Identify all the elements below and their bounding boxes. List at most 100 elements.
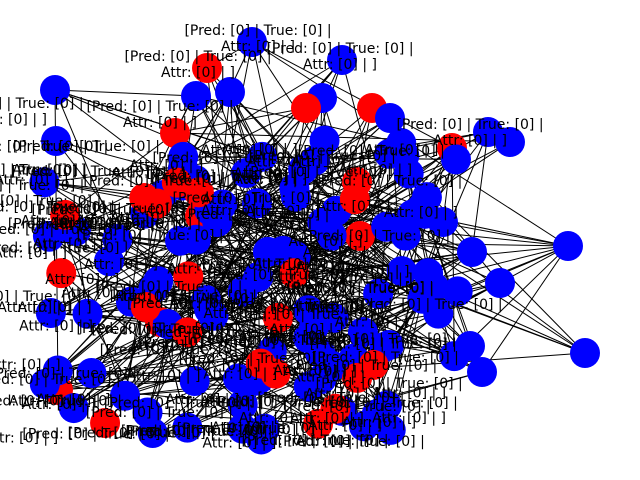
- node-label: Attr: [0] | ]: [303, 245, 377, 261]
- graph-edge: [251, 41, 453, 149]
- node-label: Attr: [0] | ]: [202, 192, 276, 208]
- blue-node: [72, 298, 103, 329]
- graph-edge: [331, 147, 453, 237]
- node-label: Attr: [0] | ]: [233, 172, 307, 188]
- node-label: Attr: [0] | ]: [170, 296, 244, 312]
- node-label: [Pred: [0] | True: [0] |: [149, 169, 296, 185]
- graph-edge: [424, 213, 471, 347]
- node-label: [Pred: [0] | True: [0] |: [146, 325, 293, 341]
- blue-node: [227, 389, 258, 420]
- node-label: Attr: [0] | ]: [291, 370, 365, 386]
- node-label: Attr: [0] | ]: [33, 237, 107, 253]
- node-label: Attr: [0] | ]: [241, 423, 315, 439]
- red-node: [345, 221, 375, 251]
- node-label: Attr: [0] | ]: [0, 431, 58, 447]
- node-label: [Pred: [0] | True: [0] |: [83, 173, 230, 189]
- node-label: Attr: [0] | ]: [49, 216, 123, 232]
- blue-node: [413, 258, 444, 289]
- node-label: [Pred: [0] | True: [0] |: [278, 434, 425, 450]
- node-label: [Pred: [0] | True: [0] |: [187, 331, 334, 347]
- graph-edge: [229, 91, 244, 292]
- node-label: [Pred: [0] | True: [0] |: [125, 424, 272, 440]
- blue-node: [457, 237, 487, 267]
- node-label: [Pred: [0] | True: [0] |: [0, 289, 91, 305]
- blue-node: [40, 75, 70, 105]
- node-label: [Pred: [0] | True: [0] |: [396, 117, 543, 133]
- node-label: [Pred: [0] | True: [0] |: [0, 222, 127, 238]
- node-label: [Pred: [0] | True: [0] |: [0, 178, 84, 194]
- node-label: [Pred: [0] | True: [0] |: [77, 228, 224, 244]
- blue-node: [252, 236, 283, 267]
- graph-edge: [47, 235, 132, 303]
- node-label: Attr: [0] | ]: [270, 322, 344, 338]
- node-label: Attr: [0] | ]: [200, 394, 274, 410]
- node-label: Attr: [0] | ]: [199, 291, 273, 307]
- node-label: Attr: [0] | ]: [129, 158, 203, 174]
- node-label: Attr: [0] | ]: [203, 306, 277, 322]
- node-label: Attr: [0] | ]: [267, 329, 341, 345]
- graph-edge: [451, 147, 455, 357]
- node-label: Attr: [0] | ]: [203, 367, 277, 383]
- node-label: Attr: [0] | ]: [364, 142, 438, 158]
- node-label: Attr: [0] | ]: [310, 300, 384, 316]
- blue-node: [467, 357, 497, 387]
- node-label: [Pred: [0] | True: [0] |: [212, 394, 359, 410]
- node-label: [Pred: [0] | True: [0] |: [355, 297, 502, 313]
- red-node: [183, 177, 214, 208]
- blue-node: [215, 77, 245, 107]
- blue-node: [243, 262, 274, 293]
- node-label: Attr: [0] | ]: [308, 418, 382, 434]
- node-label: Attr: [0] | ]: [305, 387, 379, 403]
- node-label: Attr: [0] | ]: [224, 142, 298, 158]
- node-label: [Pred: [0] | True: [0] |: [0, 200, 115, 216]
- red-node: [46, 258, 77, 289]
- red-node: [291, 93, 321, 123]
- blue-node: [34, 221, 65, 252]
- node-label: Attr: [0] | ]: [372, 385, 446, 401]
- node-label: Attr: [0] | ]: [342, 415, 416, 431]
- node-label: Attr: [0] | ]: [339, 271, 413, 287]
- node-label: [Pred: [0] | True: [0] |: [230, 307, 377, 323]
- node-label: Attr: [0] | ]: [433, 133, 507, 149]
- node-label: Attr: [0] | ]: [201, 203, 275, 219]
- node-label: Attr: [0] | ]: [127, 368, 201, 384]
- graph-edge: [55, 140, 239, 379]
- node-label: [Pred: [0] | True: [0] |: [0, 372, 121, 388]
- red-node: [339, 184, 370, 215]
- node-label: [Pred: [0] | True: [0] |: [298, 143, 445, 159]
- node-label: [Pred: [0] | True: [0] |: [127, 296, 274, 312]
- node-label: [Pred: [0] | True: [0] |: [0, 240, 129, 256]
- blue-node: [249, 413, 280, 444]
- node-label: [Pred: [0] | True: [0] |: [121, 424, 268, 440]
- node-label: [Pred: [0] | True: [0] |: [312, 350, 459, 366]
- node-label: [Pred: [0] | True: [0] |: [0, 193, 101, 209]
- node-label: [Pred: [0] | True: [0] |: [257, 391, 404, 407]
- node-label: [Pred: [0] | True: [0] |: [0, 163, 87, 179]
- red-node: [172, 317, 203, 348]
- graph-edge: [206, 67, 423, 300]
- node-label: [Pred: [0] | True: [0] |: [249, 149, 396, 165]
- blue-node: [375, 103, 405, 133]
- node-label: Attr: [0] | ]: [303, 57, 377, 73]
- red-node: [279, 258, 310, 289]
- labels-layer: [Pred: [0] | True: [0] |Attr: [0] | ][Pr…: [0, 23, 544, 451]
- blue-node: [570, 338, 600, 368]
- node-label: Attr: [0] | ]: [21, 214, 95, 230]
- red-node: [160, 118, 190, 148]
- red-node: [342, 362, 373, 393]
- node-label: Attr: [0] | ]: [202, 435, 276, 451]
- graph-edge: [144, 213, 279, 319]
- blue-node: [327, 45, 357, 75]
- graph-edge: [147, 97, 323, 413]
- node-label: Attr: [0] | ]: [18, 300, 92, 316]
- red-node: [50, 199, 81, 230]
- node-label: Attr: [0] | ]: [123, 115, 197, 131]
- node-label: [Pred: [0] | True: [0] |: [0, 139, 108, 155]
- node-label: [Pred: [0] | True: [0] |: [12, 164, 159, 180]
- blue-node: [485, 268, 515, 298]
- blue-node: [181, 81, 211, 111]
- node-label: Attr: [0] | ]: [246, 204, 320, 220]
- node-label: [Pred: [0] | True: [0] |: [100, 342, 247, 358]
- graph-edge: [282, 107, 373, 252]
